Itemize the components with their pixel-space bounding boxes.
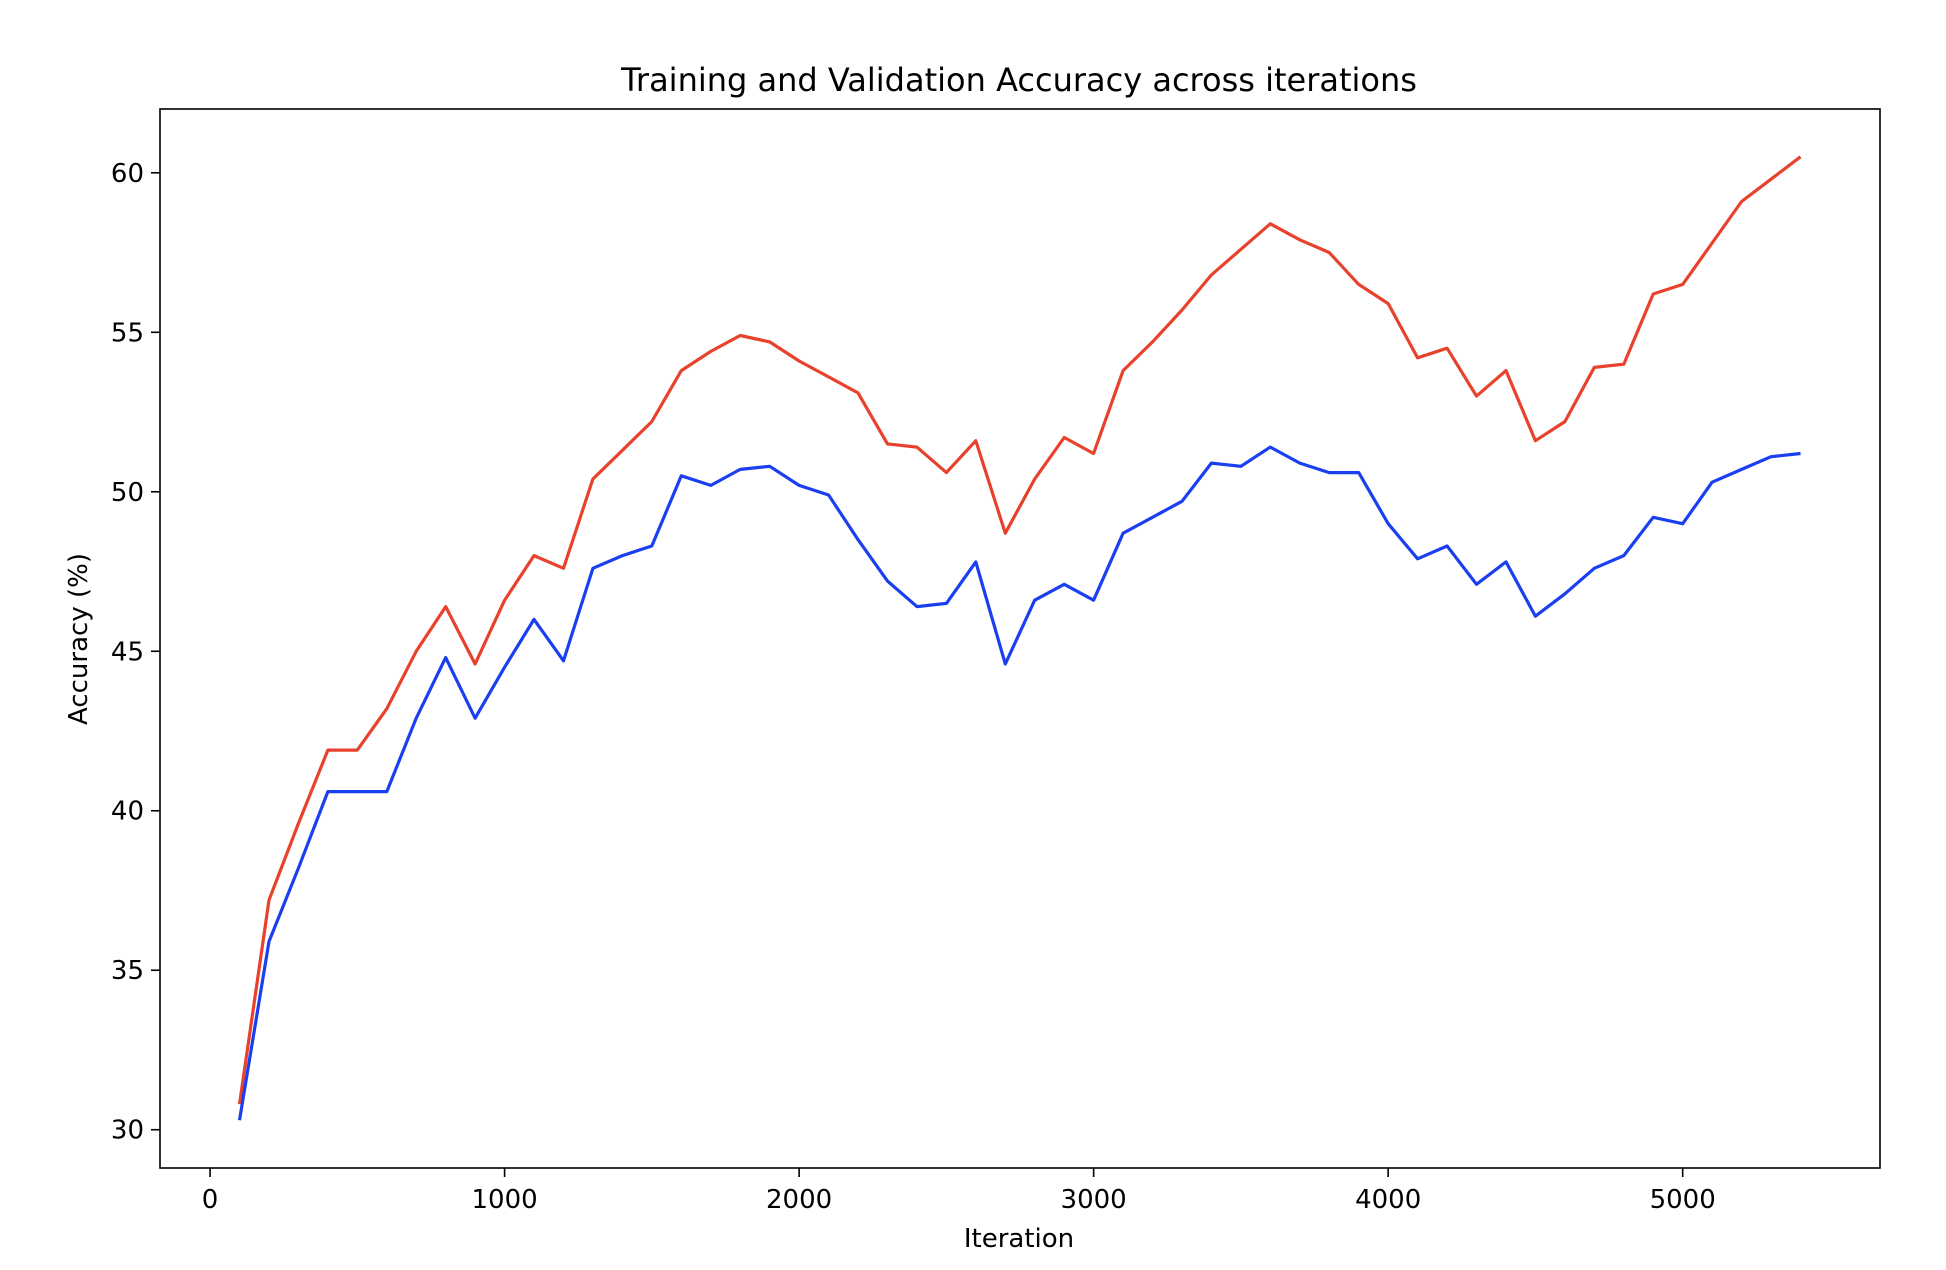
series-line-2 [237,445,1801,1121]
x-tick-label: 1000 [472,1185,538,1215]
x-axis: 0 1000 2000 3000 4000 5000 [202,1168,1716,1215]
y-tick-label: 50 [111,478,144,508]
y-tick-label: 55 [111,318,144,348]
chart-title: Training and Validation Accuracy across … [620,61,1417,99]
x-tick-label: 4000 [1355,1185,1421,1215]
y-tick-label: 30 [111,1116,144,1146]
x-tick-label: 5000 [1650,1185,1716,1215]
y-axis-label: Accuracy (%) [64,553,94,725]
x-tick-label: 0 [202,1185,219,1215]
y-tick-label: 40 [111,797,144,827]
y-tick-label: 60 [111,159,144,189]
series-line-1 [237,155,1802,1105]
x-axis-label: Iteration [964,1224,1074,1254]
x-tick-label: 3000 [1061,1185,1127,1215]
y-tick-label: 35 [111,956,144,986]
x-tick-label: 2000 [766,1185,832,1215]
plot-frame [159,108,1881,1169]
y-axis: 30 35 40 45 50 55 60 [111,159,160,1146]
plot-area [159,108,1881,1169]
y-tick-label: 45 [111,637,144,667]
